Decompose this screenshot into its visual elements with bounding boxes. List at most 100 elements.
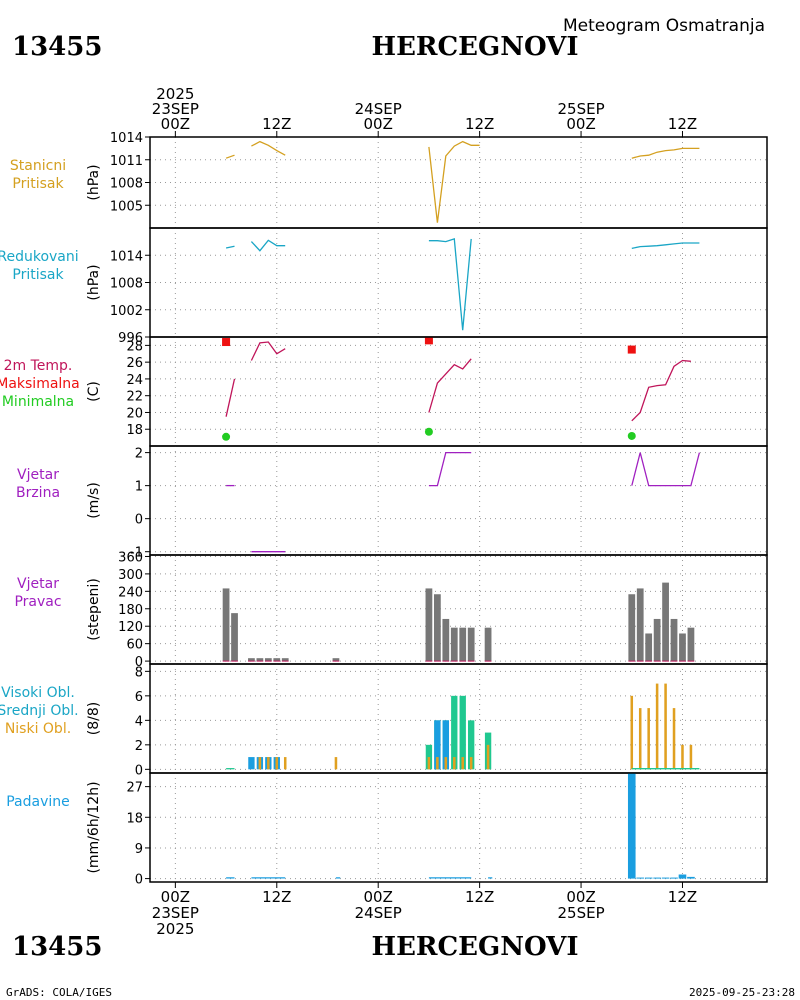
max-temp-marker bbox=[424, 337, 433, 345]
series-bar bbox=[427, 757, 431, 770]
series-bar bbox=[627, 773, 636, 879]
y-tick-label: 0 bbox=[135, 655, 143, 670]
series-line bbox=[225, 154, 235, 159]
y-tick-label: 1011 bbox=[110, 154, 143, 169]
y-tick-label: 120 bbox=[118, 620, 143, 635]
series-bar bbox=[664, 683, 667, 770]
station-name-bottom: HERCEGNOVI bbox=[372, 932, 579, 962]
panel-legend-label: Pritisak bbox=[12, 176, 64, 192]
series-bar bbox=[222, 588, 230, 662]
y-tick-label: 1005 bbox=[110, 199, 143, 214]
series-bar bbox=[638, 708, 642, 770]
time-axis-label: 25SEP bbox=[557, 100, 604, 118]
panel-legend-label: Brzina bbox=[16, 485, 60, 501]
panel-data bbox=[222, 337, 691, 441]
series-bar bbox=[681, 744, 684, 770]
y-tick-label: 24 bbox=[126, 373, 143, 388]
series-bar bbox=[459, 627, 467, 662]
time-axis-label: 2025 bbox=[156, 920, 194, 938]
y-tick-label: 9 bbox=[135, 842, 143, 857]
series-bar bbox=[653, 877, 661, 879]
panel-data bbox=[226, 451, 701, 553]
y-tick-label: -1 bbox=[130, 546, 143, 561]
panels: 1005100810111014(hPa)StanicniPritisak996… bbox=[0, 131, 768, 888]
station-id-bottom: 13455 bbox=[12, 932, 102, 962]
series-bar bbox=[256, 658, 264, 662]
y-tick-label: 8 bbox=[135, 665, 143, 680]
series-line bbox=[428, 238, 472, 331]
series-bar bbox=[469, 757, 473, 770]
max-temp-marker bbox=[627, 345, 636, 354]
panel-data bbox=[222, 582, 695, 662]
y-tick-label: 1014 bbox=[110, 131, 143, 146]
footer-credit: GrADS: COLA/IGES bbox=[6, 986, 112, 999]
panel-legend-label: Vjetar bbox=[17, 576, 59, 592]
panel-legend-label: Pravac bbox=[14, 594, 61, 610]
y-tick-label: 1008 bbox=[110, 277, 143, 292]
series-bar bbox=[468, 720, 475, 770]
series-bar bbox=[653, 618, 661, 662]
y-tick-label: 1002 bbox=[110, 304, 143, 319]
panel-legend-label: Redukovani bbox=[0, 249, 79, 265]
y-tick-label: 26 bbox=[126, 356, 143, 371]
min-temp-marker bbox=[222, 432, 231, 441]
series-bar bbox=[461, 757, 464, 770]
y-tick-label: 300 bbox=[118, 568, 143, 583]
series-bar bbox=[444, 757, 448, 770]
panel-data bbox=[225, 140, 700, 223]
series-bar bbox=[687, 627, 695, 662]
series-bar bbox=[258, 757, 262, 770]
time-axis-label: 12Z bbox=[668, 888, 697, 906]
series-line bbox=[631, 452, 701, 487]
time-axis-label: 12Z bbox=[668, 115, 697, 133]
series-bar bbox=[453, 757, 456, 770]
panel-legend-label: Stanicni bbox=[10, 158, 66, 174]
y-tick-label: 0 bbox=[135, 763, 143, 778]
panel-legend-label: Vjetar bbox=[17, 467, 59, 483]
series-bar bbox=[231, 613, 238, 662]
series-bar bbox=[459, 695, 466, 770]
time-axis-label: 12Z bbox=[262, 888, 291, 906]
panel-data bbox=[226, 773, 695, 879]
unit-label: (hPa) bbox=[86, 164, 102, 200]
y-tick-label: 360 bbox=[118, 550, 143, 565]
unit-label: (8/8) bbox=[86, 702, 102, 735]
time-axis-label: 00Z bbox=[161, 888, 190, 906]
series-line bbox=[428, 140, 480, 223]
panel-legend-label: Pritisak bbox=[12, 267, 64, 283]
station-name-top: HERCEGNOVI bbox=[372, 32, 579, 62]
panel-legend-label: Niski Obl. bbox=[5, 721, 71, 737]
series-line bbox=[631, 359, 691, 422]
panel-legend-label: Maksimalna bbox=[0, 376, 80, 392]
panel-reduced_pressure: 996 1002 1008 1014 (hPa) Redukovani Pritisak bbox=[0, 227, 768, 346]
station-id-top: 13455 bbox=[12, 32, 102, 62]
y-tick-label: 1 bbox=[135, 480, 143, 495]
time-axis-label: 12Z bbox=[465, 888, 494, 906]
time-axis-label: 24SEP bbox=[355, 904, 402, 922]
series-bar bbox=[283, 757, 287, 770]
y-tick-label: 4 bbox=[135, 714, 143, 729]
min-temp-marker bbox=[424, 427, 433, 436]
y-tick-label: 180 bbox=[118, 603, 143, 618]
series-bar bbox=[484, 627, 492, 662]
series-bar bbox=[275, 757, 279, 770]
series-bar bbox=[662, 582, 669, 662]
y-tick-label: 1014 bbox=[110, 249, 143, 264]
time-axis-label: 00Z bbox=[364, 115, 393, 133]
max-temp-marker bbox=[222, 338, 231, 347]
time-axis-label: 24SEP bbox=[355, 100, 402, 118]
series-bar bbox=[628, 594, 636, 662]
series-bar bbox=[264, 658, 272, 662]
series-bar bbox=[425, 588, 433, 662]
panel-station_pressure: 1005 1008 1011 1014 (hPa) Stanicni Pritisak bbox=[10, 131, 768, 229]
y-tick-label: 22 bbox=[126, 390, 143, 405]
y-tick-label: 0 bbox=[135, 873, 143, 888]
y-tick-label: 1008 bbox=[110, 177, 143, 192]
series-bar bbox=[451, 695, 458, 770]
series-bar bbox=[672, 708, 676, 770]
unit-label: (mm/6h/12h) bbox=[86, 781, 102, 873]
series-bar bbox=[442, 618, 450, 662]
series-bar bbox=[670, 877, 678, 879]
